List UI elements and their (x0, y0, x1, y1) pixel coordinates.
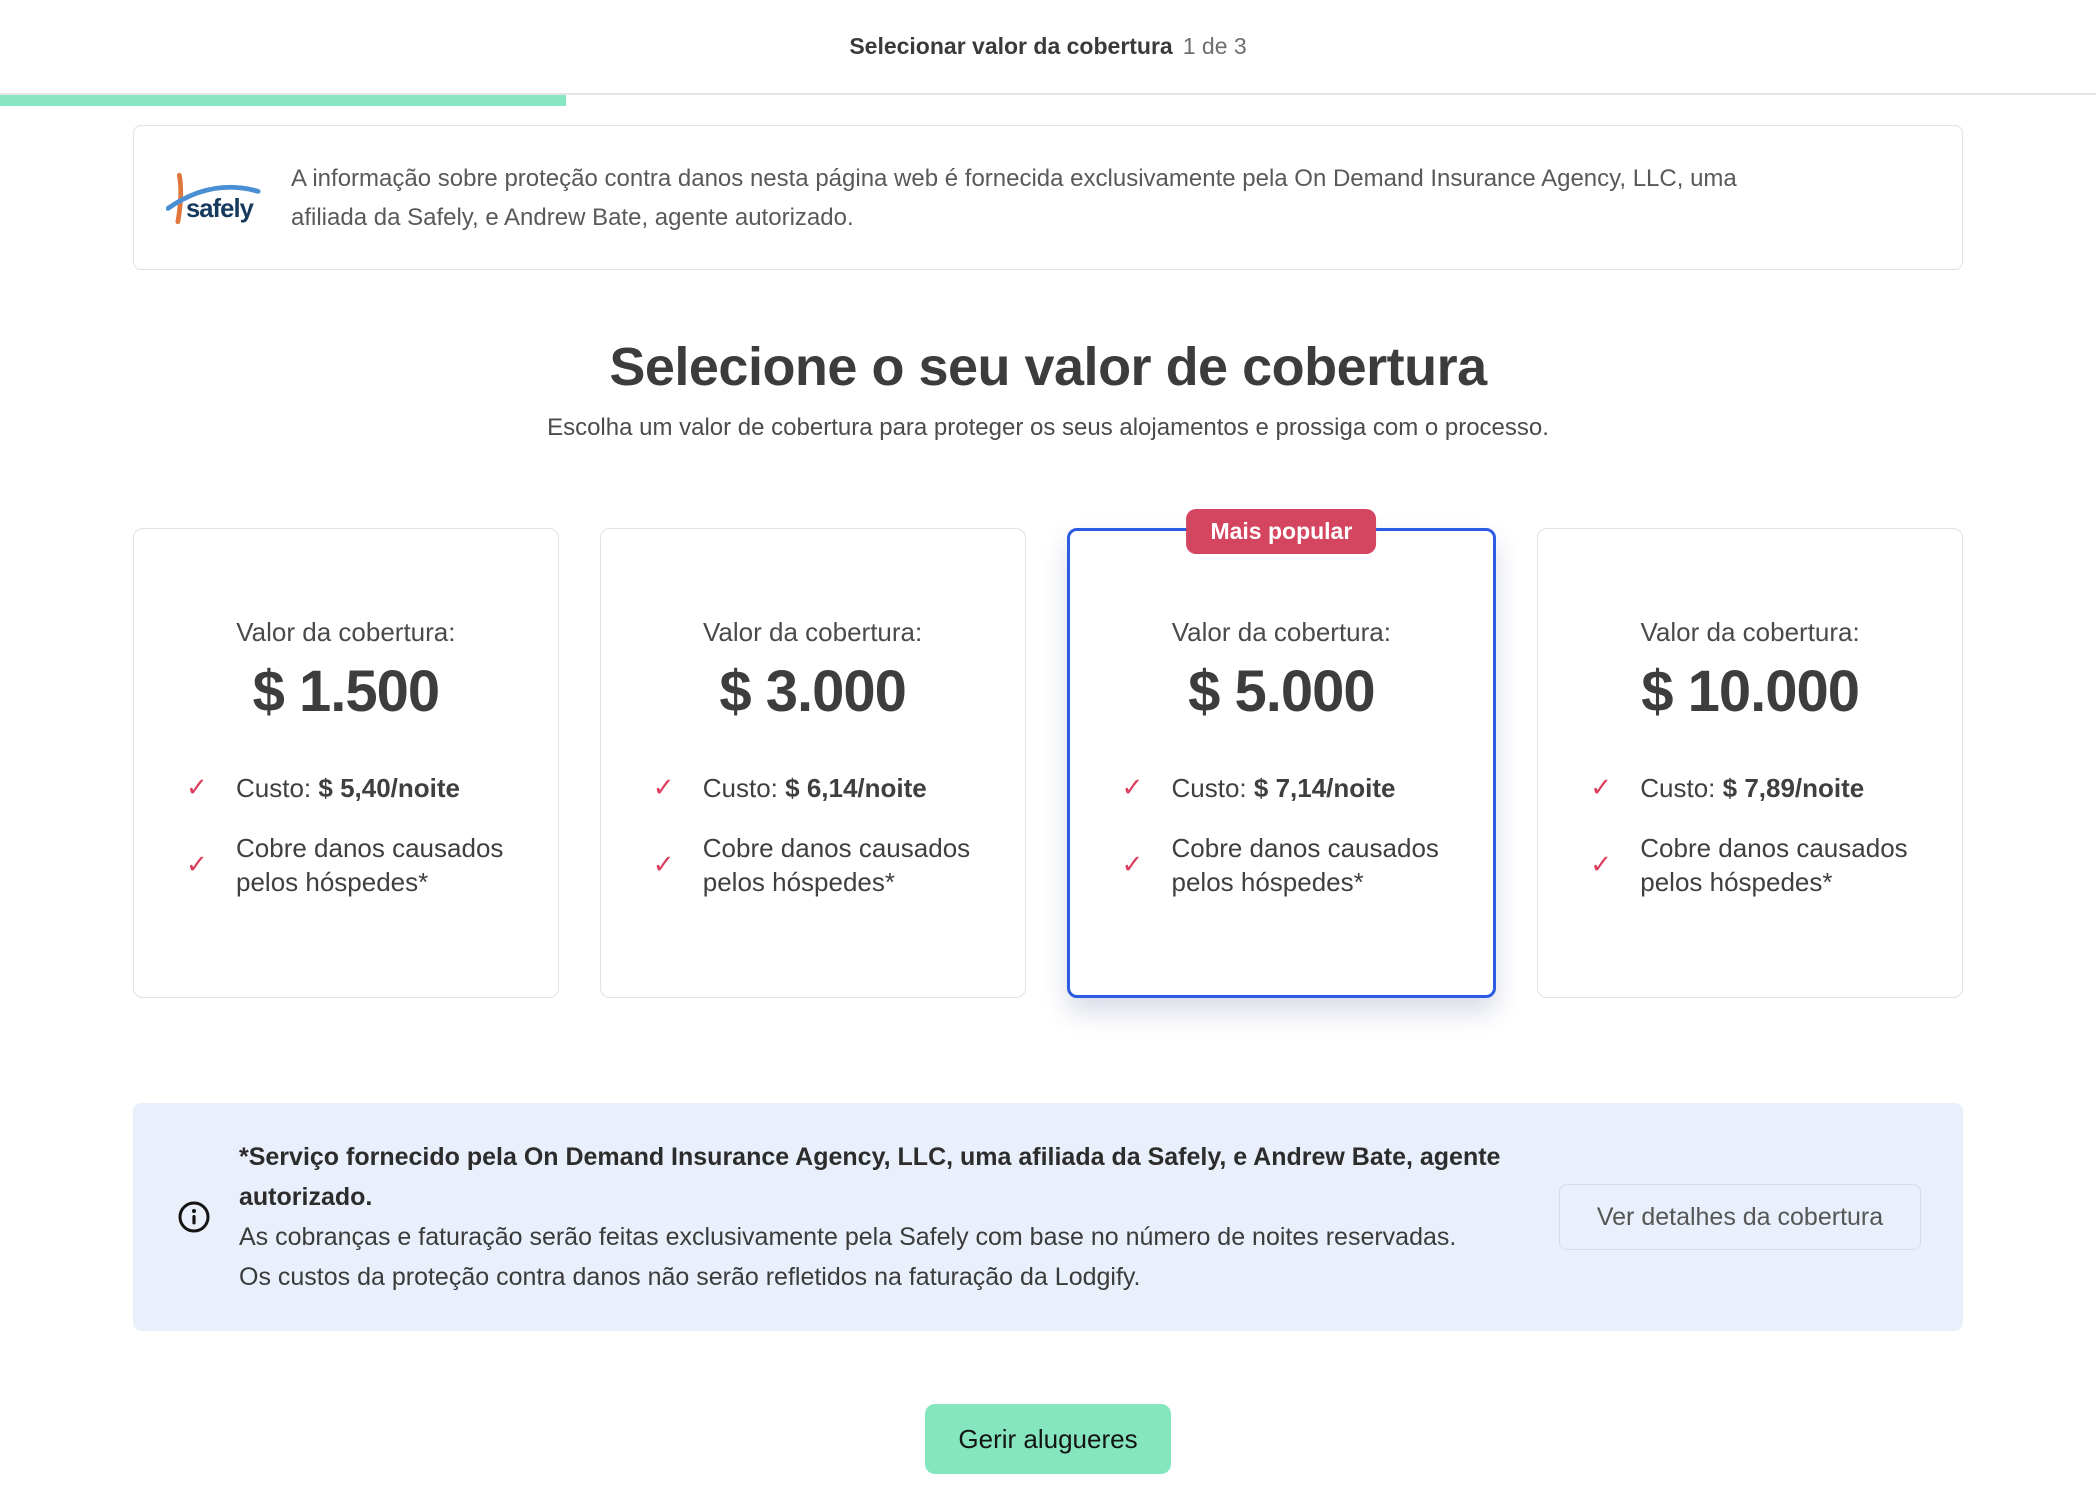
check-icon: ✓ (652, 773, 675, 803)
cost-text: Custo: $ 7,89/noite (1640, 771, 1864, 805)
cost-value: $ 5,40/noite (318, 773, 461, 803)
cost-label: Custo: (236, 773, 312, 803)
cost-value: $ 7,89/noite (1722, 773, 1865, 803)
feature-cost: ✓ Custo: $ 7,89/noite (1590, 771, 1928, 805)
feature-cost: ✓ Custo: $ 7,14/noite (1122, 771, 1460, 805)
safely-logo-text: safely (186, 195, 255, 223)
damage-text: Cobre danos causados pelos hóspedes* (1171, 833, 1439, 897)
feature-damage: ✓ Cobre danos causados pelos hóspedes* (1590, 831, 1928, 899)
service-info-box: *Serviço fornecido pela On Demand Insura… (133, 1103, 1963, 1331)
coverage-price: $ 5.000 (1188, 659, 1376, 724)
feature-cost: ✓ Custo: $ 5,40/noite (186, 771, 524, 805)
service-text-line1: As cobranças e faturação serão feitas ex… (239, 1223, 1457, 1251)
feature-damage: ✓ Cobre danos causados pelos hóspedes* (186, 831, 524, 899)
cost-value: $ 6,14/noite (785, 773, 927, 803)
coverage-price: $ 3.000 (719, 659, 907, 724)
disclaimer-text: A informação sobre proteção contra danos… (291, 159, 1737, 237)
coverage-value-label: Valor da cobertura: (1171, 617, 1391, 647)
service-text-line2: Os custos da proteção contra danos não s… (239, 1263, 1141, 1291)
disclaimer-text-line2: afiliada da Safely, e Andrew Bate, agent… (291, 203, 854, 231)
feature-cost: ✓ Custo: $ 6,14/noite (653, 771, 991, 805)
plan-card-5000-selected[interactable]: Mais popular Valor da cobertura: $ 5.000… (1066, 509, 1497, 998)
coverage-price: $ 1.500 (252, 659, 441, 724)
wizard-title: Selecionar valor da cobertura (849, 33, 1173, 59)
damage-text: Cobre danos causados pelos hóspedes* (236, 833, 504, 897)
progress-bar-track (0, 95, 2096, 106)
safely-logo-swoosh (166, 184, 261, 211)
wizard-header: Selecionar valor da cobertura 1 de 3 (0, 0, 2096, 95)
check-icon: ✓ (1121, 773, 1144, 803)
cost-label: Custo: (702, 773, 778, 803)
cost-text: Custo: $ 6,14/noite (703, 771, 927, 805)
check-icon: ✓ (1590, 773, 1613, 803)
manage-rentals-button[interactable]: Gerir alugueres (925, 1404, 1171, 1474)
most-popular-badge: Mais popular (1186, 509, 1377, 554)
service-bold-line2: autorizado. (239, 1183, 373, 1211)
check-icon: ✓ (1121, 850, 1144, 880)
service-info-text: *Serviço fornecido pela On Demand Insura… (239, 1137, 1535, 1297)
coverage-details-button[interactable]: Ver detalhes da cobertura (1559, 1184, 1921, 1250)
cost-text: Custo: $ 5,40/noite (236, 771, 460, 805)
damage-text: Cobre danos causados pelos hóspedes* (702, 833, 971, 897)
page-title: Selecione o seu valor de cobertura (609, 337, 1487, 397)
cost-text: Custo: $ 7,14/noite (1172, 771, 1396, 805)
cost-label: Custo: (1640, 773, 1716, 803)
plan-card-10000[interactable]: Valor da cobertura: $ 10.000 ✓ Custo: $ … (1537, 528, 1963, 998)
check-icon: ✓ (186, 773, 208, 803)
cost-label: Custo: (1171, 773, 1247, 803)
page-subtitle: Escolha um valor de cobertura para prote… (547, 414, 1549, 441)
feature-damage: ✓ Cobre danos causados pelos hóspedes* (653, 831, 991, 899)
check-icon: ✓ (652, 850, 675, 880)
feature-list: ✓ Custo: $ 7,14/noite ✓ Cobre danos caus… (1070, 771, 1494, 899)
safely-logo: safely (166, 172, 261, 224)
feature-list: ✓ Custo: $ 7,89/noite ✓ Cobre danos caus… (1538, 771, 1962, 899)
coverage-value-label: Valor da cobertura: (1640, 617, 1860, 647)
insurance-disclaimer-card: safely A informação sobre proteção contr… (133, 125, 1963, 270)
progress-bar-fill (0, 95, 566, 106)
check-icon: ✓ (1590, 850, 1613, 880)
feature-list: ✓ Custo: $ 6,14/noite ✓ Cobre danos caus… (601, 771, 1025, 899)
disclaimer-text-line1: A informação sobre proteção contra danos… (291, 164, 1737, 192)
plan-card-3000[interactable]: Valor da cobertura: $ 3.000 ✓ Custo: $ 6… (599, 528, 1026, 998)
plan-card-1500[interactable]: Valor da cobertura: $ 1.500 ✓ Custo: $ 5… (133, 528, 559, 998)
info-icon (178, 1201, 210, 1233)
check-icon: ✓ (186, 850, 208, 880)
coverage-value-label: Valor da cobertura: (703, 617, 923, 647)
feature-list: ✓ Custo: $ 5,40/noite ✓ Cobre danos caus… (134, 771, 558, 899)
cost-value: $ 7,14/noite (1253, 773, 1396, 803)
cta-container: Gerir alugueres (133, 1404, 1963, 1474)
damage-text: Cobre danos causados pelos hóspedes* (1640, 833, 1908, 897)
coverage-price: $ 10.000 (1641, 659, 1860, 724)
plan-cards-row: Valor da cobertura: $ 1.500 ✓ Custo: $ 5… (133, 509, 1963, 998)
page-content: safely A informação sobre proteção contr… (0, 125, 2096, 1474)
safely-logo-tick (175, 172, 184, 224)
feature-damage: ✓ Cobre danos causados pelos hóspedes* (1122, 831, 1460, 899)
wizard-step-indicator: 1 de 3 (1182, 33, 1247, 59)
coverage-value-label: Valor da cobertura: (236, 617, 456, 647)
service-bold-line1: *Serviço fornecido pela On Demand Insura… (239, 1143, 1501, 1171)
